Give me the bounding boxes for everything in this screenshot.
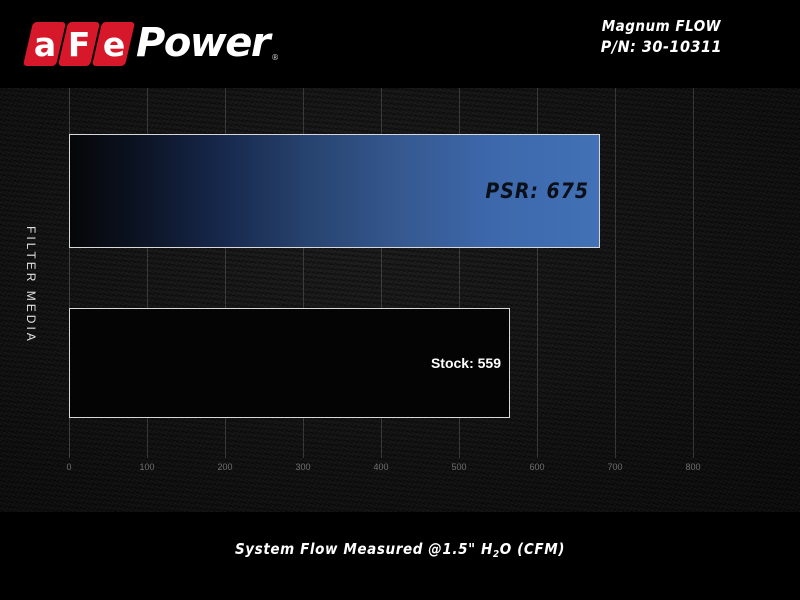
gridline-200 bbox=[225, 88, 226, 458]
logo-letter-f: F bbox=[68, 24, 90, 64]
xtick-label-600: 600 bbox=[529, 462, 545, 472]
xtick-label-800: 800 bbox=[685, 462, 701, 472]
header-product-info: Magnum FLOW P/N: 30-10311 bbox=[601, 17, 722, 57]
gridline-100 bbox=[147, 88, 148, 458]
x-axis-caption: System Flow Measured @1.5" H2O (CFM) bbox=[0, 540, 800, 560]
gridline-600 bbox=[537, 88, 538, 458]
gridline-700 bbox=[615, 88, 616, 458]
xtick-label-300: 300 bbox=[295, 462, 311, 472]
xtick-label-700: 700 bbox=[607, 462, 623, 472]
caption-suffix: O (CFM) bbox=[499, 540, 566, 558]
xtick-label-400: 400 bbox=[373, 462, 389, 472]
gridline-800 bbox=[693, 88, 694, 458]
gridline-0 bbox=[69, 88, 70, 458]
xtick-label-500: 500 bbox=[451, 462, 467, 472]
xtick-label-0: 0 bbox=[66, 462, 72, 472]
xtick-label-100: 100 bbox=[139, 462, 155, 472]
logo-letter-e: e bbox=[102, 24, 125, 64]
gridline-400 bbox=[381, 88, 382, 458]
bar-label-stock: Stock: 559 bbox=[430, 355, 501, 371]
logo-tile-group: a F e bbox=[22, 22, 136, 66]
bar-label-psr: PSR: 675 bbox=[485, 179, 589, 203]
xtick-label-200: 200 bbox=[217, 462, 233, 472]
plot-area: PSR: 675 Stock: 559 FILTER MEDIA 0 100 2… bbox=[0, 88, 800, 512]
gridline-500 bbox=[459, 88, 460, 458]
product-part-number: P/N: 30-10311 bbox=[600, 37, 722, 56]
logo-letter-a: a bbox=[33, 24, 56, 64]
caption-subscript: 2 bbox=[492, 549, 500, 560]
y-axis-title: FILTER MEDIA bbox=[24, 226, 38, 344]
footer-band: System Flow Measured @1.5" H2O (CFM) bbox=[0, 512, 800, 600]
product-title: Magnum FLOW bbox=[601, 17, 722, 35]
bar-psr: PSR: 675 bbox=[69, 134, 600, 248]
bar-stock: Stock: 559 bbox=[69, 308, 510, 418]
logo-wordmark-power: Power bbox=[136, 20, 271, 66]
header-band: a F e Power ® Magnum FLOW P/N: 30-10311 bbox=[0, 0, 800, 88]
registered-trademark-icon: ® bbox=[271, 53, 280, 62]
gridline-300 bbox=[303, 88, 304, 458]
afe-power-logo: a F e Power ® bbox=[22, 16, 280, 72]
caption-prefix: System Flow Measured @1.5" H bbox=[234, 540, 493, 558]
